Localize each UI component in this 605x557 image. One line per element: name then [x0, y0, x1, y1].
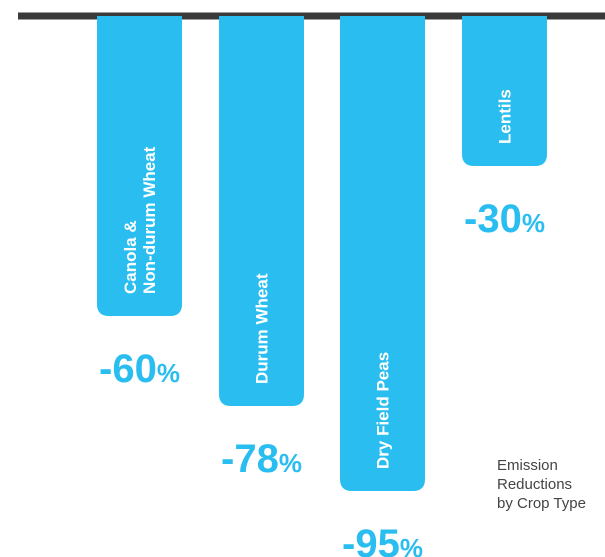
bar-canola-and-non-durum-wheat	[97, 16, 182, 316]
value-label-dry-field-peas: -95%	[342, 522, 423, 557]
bar-label-canola-and-non-durum-wheat: Canola &Non-durum Wheat	[121, 146, 159, 294]
bar-label-dry-field-peas: Dry Field Peas	[374, 352, 393, 469]
bar-lentils	[462, 16, 547, 166]
value-label-durum-wheat: -78%	[221, 437, 302, 481]
value-label-lentils: -30%	[464, 197, 545, 241]
caption-line-1: Emission	[497, 457, 558, 474]
caption-line-2: Reductions	[497, 476, 573, 493]
bar-dry-field-peas	[340, 16, 425, 491]
bar-durum-wheat	[219, 16, 304, 406]
value-label-canola-and-non-durum-wheat: -60%	[99, 347, 180, 391]
bar-label-lentils: Lentils	[496, 89, 515, 144]
caption-line-3: by Crop Type	[497, 495, 586, 512]
chart-caption: Emission Reductions by Crop Type	[497, 456, 586, 513]
bar-label-durum-wheat: Durum Wheat	[253, 273, 272, 384]
